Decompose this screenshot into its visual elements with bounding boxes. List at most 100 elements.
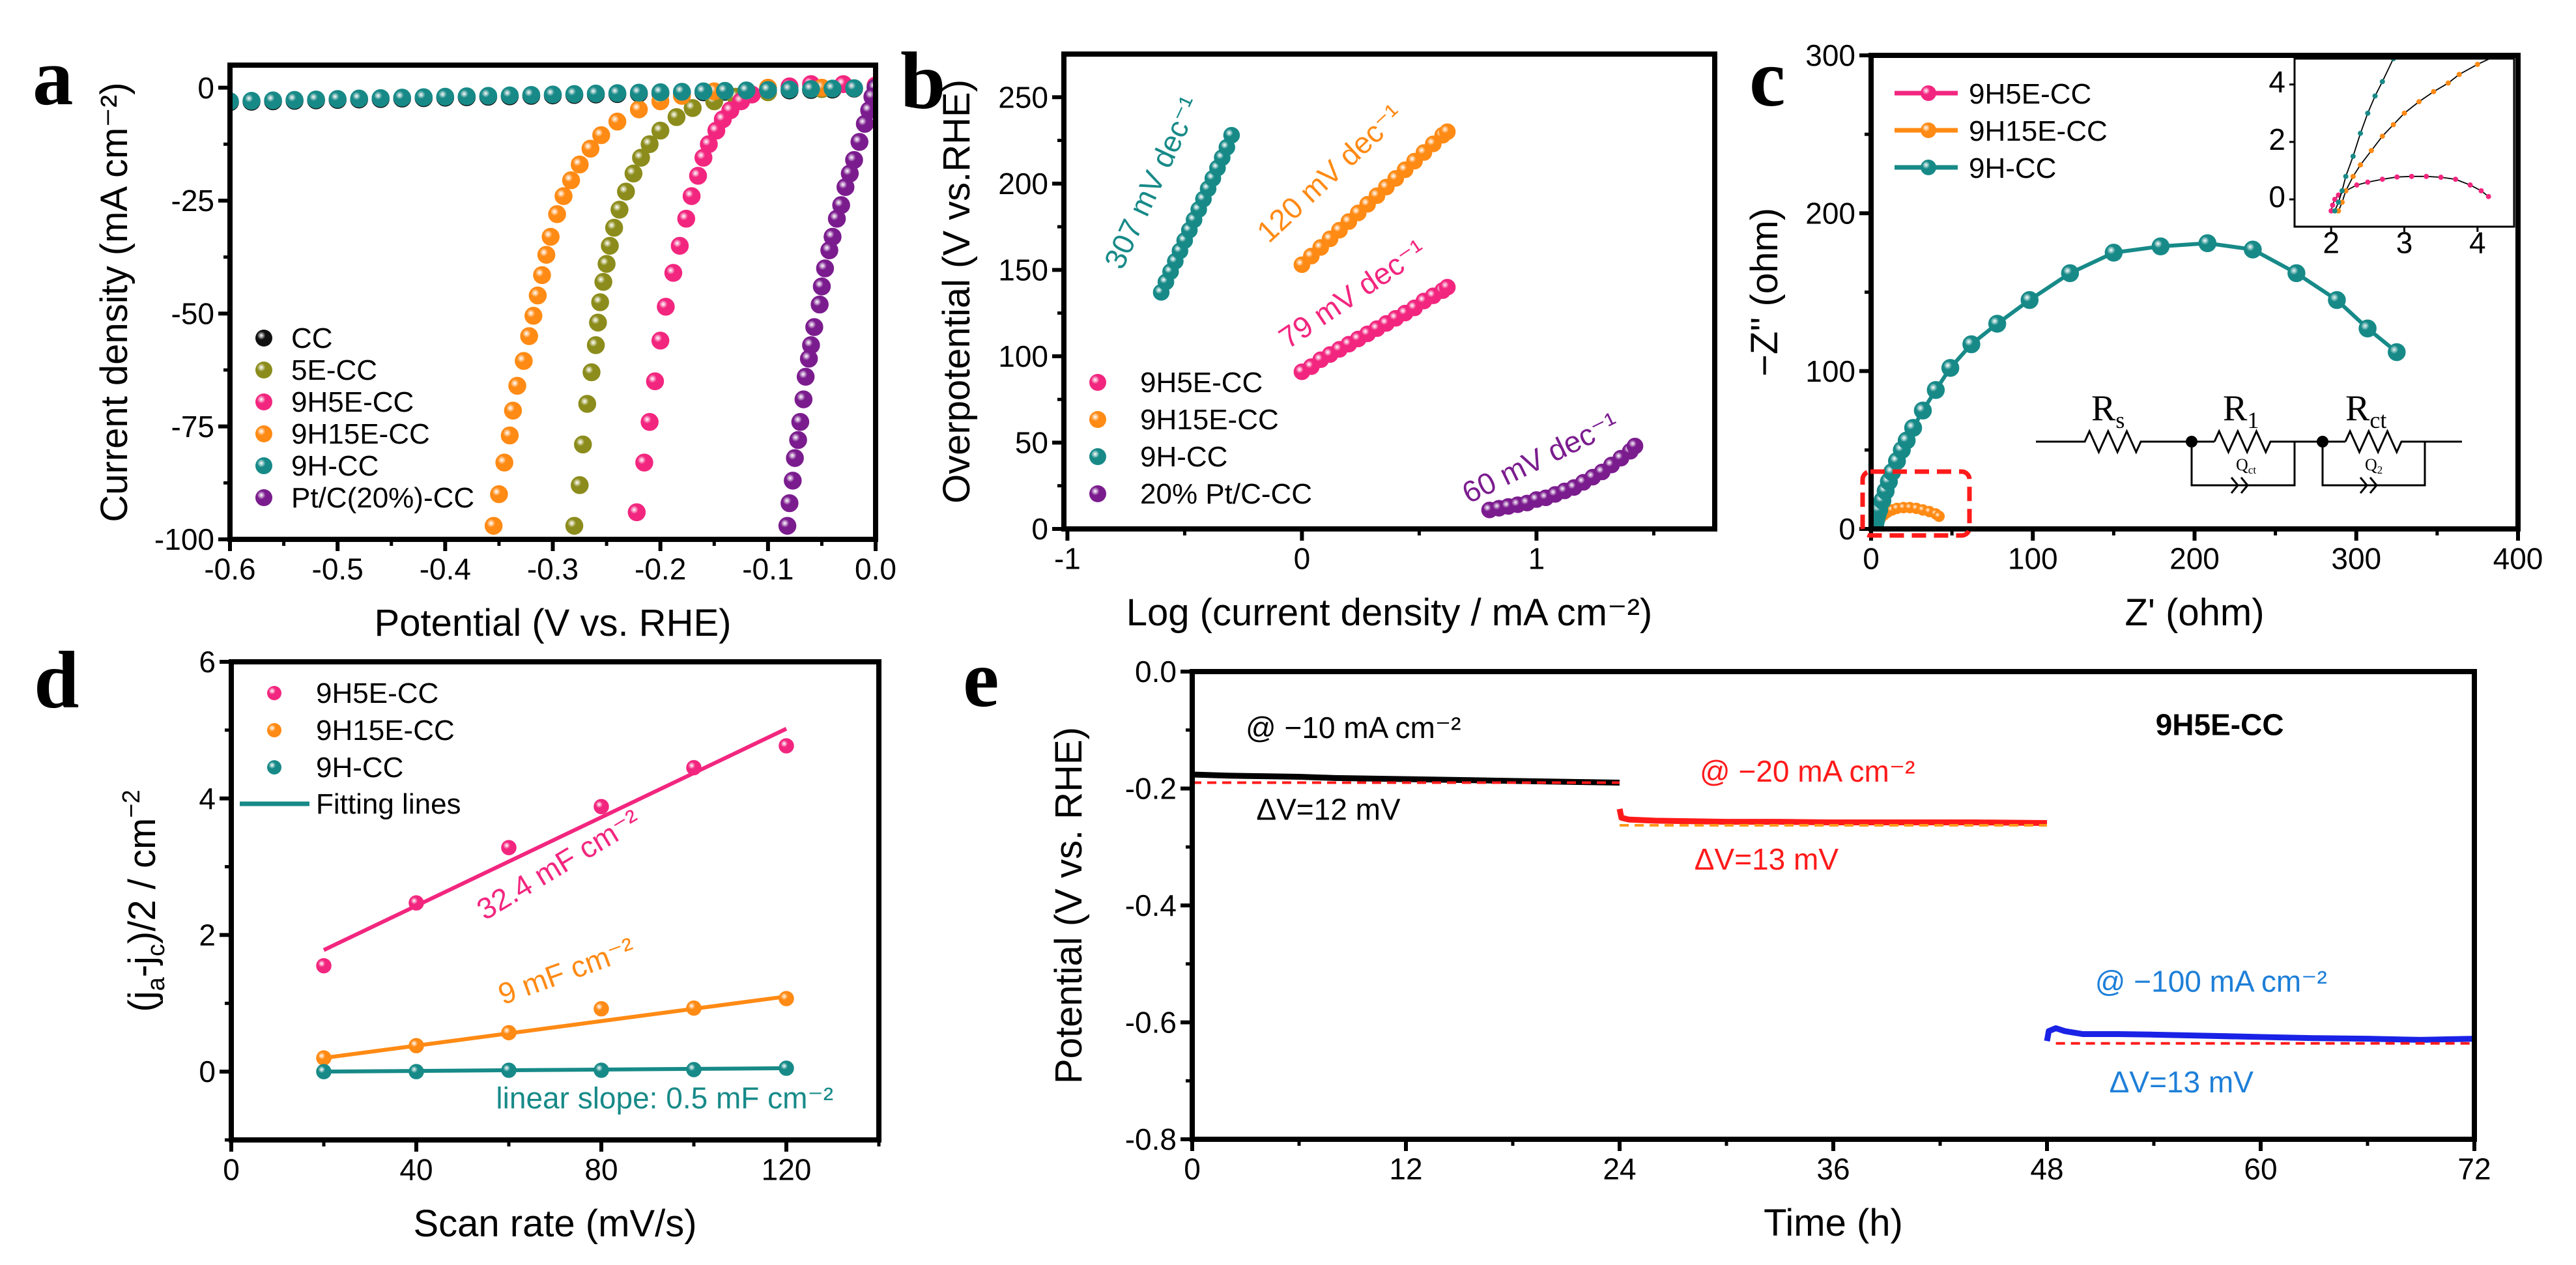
inset-data-point (2332, 197, 2338, 203)
data-point (629, 100, 648, 119)
data-point (683, 99, 702, 117)
y-tick-label: 200 (998, 167, 1048, 201)
inset-data-point (2379, 177, 2385, 182)
x-tick-label: 36 (1816, 1152, 1850, 1186)
data-point (594, 273, 612, 291)
inset-data-point (2379, 79, 2385, 85)
data-point (837, 178, 855, 196)
inset-data-point (2358, 162, 2364, 168)
y-tick-label: -25 (171, 184, 214, 218)
data-point (686, 1000, 702, 1016)
data-point (565, 85, 584, 104)
legend-marker (1921, 160, 1936, 175)
y-tick-label: 2 (199, 918, 216, 952)
x-tick-label: 200 (2169, 542, 2220, 576)
data-point (533, 266, 551, 285)
panel-e-stability-chart: 0 12 24 36 48 60 72 0.0 -0.2 -0.4 -0.6 -0.8 Time (h)… (1048, 655, 2491, 1244)
legend-label: 9H-CC (1140, 441, 1227, 473)
y-axis-label: Potential (V vs. RHE) (1048, 727, 1090, 1084)
stability-series-2 (2044, 1025, 2474, 1043)
data-point (504, 401, 522, 420)
y-tick-label: 0 (2268, 180, 2285, 214)
inset-data-point (2350, 173, 2356, 179)
data-point (316, 1050, 332, 1066)
inset-data-point (2424, 173, 2429, 179)
data-point (528, 286, 547, 305)
circuit-cpe-label: Qct (2236, 455, 2256, 476)
y-tick-label: 0.0 (1135, 655, 1177, 689)
data-point (508, 377, 526, 395)
circuit-label: R1 (2223, 388, 2259, 433)
y-tick-label: 6 (199, 645, 216, 679)
legend-label: Fitting lines (316, 788, 461, 820)
inset-data-point (2332, 208, 2338, 214)
circuit-label-sub: 2 (2377, 464, 2383, 476)
data-point (2287, 264, 2306, 283)
data-point (640, 135, 659, 154)
x-tick-label: 300 (2331, 542, 2381, 576)
x-axis-label: Z' (ohm) (2125, 591, 2264, 634)
data-point (605, 218, 623, 237)
data-point (624, 164, 643, 183)
data-point (479, 87, 498, 105)
resistor-rs (2036, 429, 2214, 455)
inset-data-point (2372, 93, 2378, 99)
x-tick-label: 0.0 (855, 552, 896, 586)
legend-label: 9H15E-CC (316, 715, 455, 746)
annotation: @ −10 mA cm⁻² (1246, 711, 1461, 745)
series-Pt/C(20%)-CC (778, 78, 876, 535)
x-tick-label: 0 (1863, 542, 1880, 576)
inset-data-point (2445, 80, 2451, 86)
y-tick-label: 0 (199, 1055, 216, 1088)
data-point (393, 89, 412, 107)
x-tick-label: 400 (2493, 542, 2543, 576)
x-tick-label: 80 (584, 1153, 618, 1187)
inset-data-point (2438, 175, 2444, 180)
x-tick-label: 72 (2457, 1152, 2491, 1186)
data-point (2104, 244, 2123, 262)
circuit-node (2317, 436, 2328, 448)
data-point (2020, 291, 2039, 309)
inset-data-point (2409, 173, 2414, 179)
data-point (541, 227, 560, 246)
legend-label: 9H15E-CC (1140, 404, 1279, 436)
y-tick-label: 0 (1031, 512, 1048, 546)
legend: 9H5E-CC 9H15E-CC 9H-CC Fitting lines (240, 677, 461, 820)
legend-label: 9H5E-CC (291, 386, 414, 418)
data-point (414, 88, 433, 106)
legend-marker (1089, 411, 1106, 428)
y-tick-label: -75 (171, 410, 214, 444)
panel-a-lsv-chart: -0.6 -0.5 -0.4 -0.3 -0.2 -0.1 0.0 0 -25 -50 -75 -10… (93, 63, 896, 644)
annotation: 32.4 mF cm⁻² (471, 803, 646, 926)
plot-frame (1061, 51, 1717, 532)
data-point (594, 1001, 609, 1017)
legend-marker (255, 362, 272, 378)
inset-data-point (2485, 193, 2491, 199)
cpe-branch-1 (2190, 442, 2296, 487)
y-axis-label: Current density (mA cm⁻²) (93, 82, 136, 522)
data-point (501, 1062, 517, 1078)
x-tick-label: -0.4 (420, 552, 471, 586)
y-tick-label: -0.2 (1125, 772, 1177, 806)
data-point (2151, 237, 2170, 255)
data-point (845, 79, 863, 98)
data-point (1626, 438, 1644, 455)
data-point (667, 107, 686, 126)
inset-data-point (2336, 199, 2341, 205)
data-point (677, 209, 696, 228)
x-tick-label: 40 (399, 1153, 433, 1187)
zoom-region-box (1860, 469, 1972, 538)
data-point (646, 372, 665, 391)
y-tick-label: -0.6 (1125, 1006, 1177, 1040)
data-point (794, 390, 813, 408)
inset-data-point (2340, 199, 2345, 205)
inset-background (2295, 59, 2514, 227)
annotation: 9 mF cm⁻² (494, 931, 639, 1012)
x-tick-label: 0 (1294, 542, 1311, 576)
data-point (629, 83, 648, 102)
annotation: 120 mV dec⁻¹ (1250, 98, 1409, 249)
inset-chart: 2 3 4 0 2 4 (2268, 57, 2515, 259)
y-tick-label: 150 (998, 253, 1048, 287)
series-20% Pt/C-CC (1481, 438, 1644, 519)
